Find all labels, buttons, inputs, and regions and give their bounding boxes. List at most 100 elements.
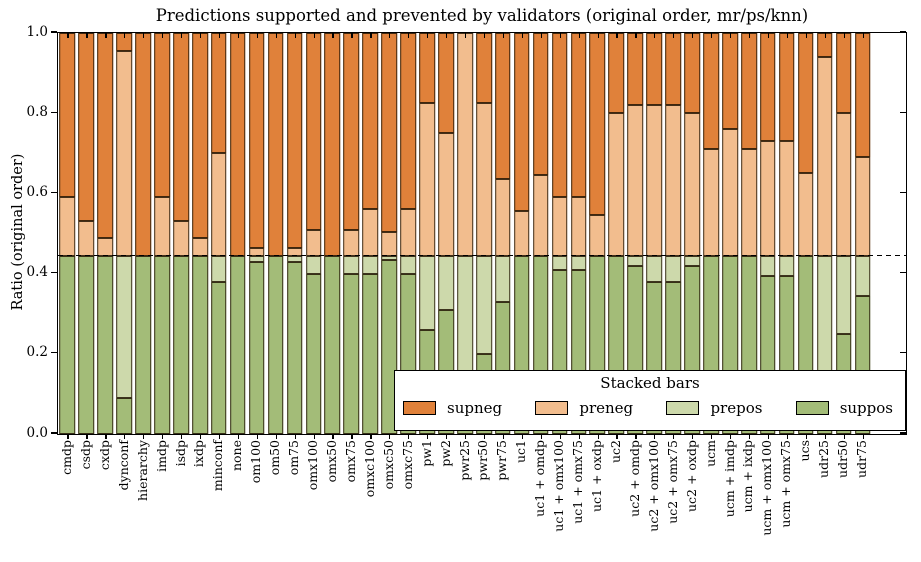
segment-preneg-ucm xyxy=(703,149,719,256)
bar-slot-dynconf xyxy=(115,33,134,434)
x-tick-bottom xyxy=(502,434,505,439)
x-tick-top xyxy=(692,33,694,38)
x-tick-bottom xyxy=(181,434,183,439)
x-tick-label-omx75: omx75 xyxy=(342,440,358,483)
dashed-baseline xyxy=(58,254,906,257)
x-tick-bottom xyxy=(824,434,826,439)
stacked-bar-ixdp xyxy=(192,33,208,434)
x-tick-top xyxy=(597,33,599,38)
legend-entry-suppos: suppos xyxy=(795,399,893,417)
x-tick-top xyxy=(237,33,240,38)
y-tick-right xyxy=(899,31,906,33)
x-tick-label-ucm + omx100: ucm + omx100 xyxy=(759,440,775,536)
segment-preneg-udr25 xyxy=(816,57,833,256)
segment-supneg-uc1 + omdp xyxy=(532,33,549,176)
x-tick-label-uc2 + omdp: uc2 + omdp xyxy=(626,440,642,517)
segment-preneg-dynconf xyxy=(116,51,133,256)
legend-swatch-supneg xyxy=(403,401,436,415)
x-tick-top xyxy=(313,33,315,38)
segment-supneg-dynconf xyxy=(116,33,133,52)
x-tick-top xyxy=(370,33,372,38)
x-tick-label-cxdp: cxdp xyxy=(96,440,112,471)
segment-supneg-omxc75 xyxy=(400,33,416,210)
x-tick-top xyxy=(540,33,542,38)
stacked-bar-omx50 xyxy=(324,33,341,434)
x-tick-bottom xyxy=(578,434,580,439)
x-tick-bottom xyxy=(559,434,561,439)
x-tick-bottom xyxy=(370,434,372,439)
segment-preneg-omx100 xyxy=(305,229,322,256)
x-tick-bottom xyxy=(67,434,69,439)
x-tick-top xyxy=(559,33,561,38)
segment-prepos-om75 xyxy=(286,255,303,262)
segment-preneg-pwr75 xyxy=(495,179,511,256)
stacked-bar-isdp xyxy=(173,33,189,434)
segment-supneg-omx75 xyxy=(343,33,360,230)
segment-prepos-dynconf xyxy=(116,255,133,398)
x-tick-bottom xyxy=(843,434,845,439)
x-tick-top xyxy=(862,33,864,38)
y-tick-right xyxy=(899,272,906,274)
segment-suppos-omx50 xyxy=(324,255,341,434)
segment-preneg-uc2 + oxdp xyxy=(684,113,700,256)
segment-supneg-omxc100 xyxy=(362,33,379,210)
x-tick-label-uc2 + oxdp: uc2 + oxdp xyxy=(683,440,699,513)
stacked-bar-hierarchy xyxy=(135,33,151,434)
bar-slot-imdp xyxy=(153,33,172,434)
segment-preneg-pw1 xyxy=(419,103,435,256)
segment-prepos-uc2 + omx75 xyxy=(665,255,682,282)
stacked-bar-pwr75 xyxy=(495,33,511,434)
segment-supneg-csdp xyxy=(78,33,95,222)
x-tick-label-csdp: csdp xyxy=(77,440,93,470)
x-tick-bottom xyxy=(143,434,145,439)
stacked-bar-omx100 xyxy=(305,33,322,434)
y-tick-label-0.4: 0.4 xyxy=(26,264,48,281)
y-tick-left xyxy=(51,191,57,193)
x-tick-bottom xyxy=(162,434,164,439)
segment-prepos-uc1 + omx100 xyxy=(551,255,568,270)
bar-slot-none xyxy=(228,33,247,434)
segment-supneg-om75 xyxy=(286,33,303,248)
x-tick-bottom xyxy=(105,434,107,439)
segment-preneg-omxc75 xyxy=(400,209,416,256)
x-tick-bottom xyxy=(465,434,467,439)
segment-prepos-udr50 xyxy=(835,255,852,334)
x-tick-bottom xyxy=(748,434,751,439)
segment-preneg-csdp xyxy=(78,221,95,256)
x-tick-top xyxy=(521,33,523,38)
x-tick-bottom xyxy=(730,434,732,439)
x-tick-bottom xyxy=(427,434,429,439)
x-tick-label-ucs: ucs xyxy=(797,440,813,462)
segment-preneg-omxc100 xyxy=(362,209,379,256)
bar-slot-csdp xyxy=(77,33,96,434)
segment-supneg-cmdp xyxy=(59,33,76,198)
x-tick-bottom xyxy=(540,434,542,439)
x-tick-top xyxy=(351,33,353,38)
x-tick-top xyxy=(748,33,751,38)
x-tick-label-uc2 + omx100: uc2 + omx100 xyxy=(645,440,661,532)
segment-supneg-uc2 xyxy=(608,33,625,114)
segment-supneg-ixdp xyxy=(192,33,208,238)
legend-label-prepos: prepos xyxy=(710,399,763,417)
x-tick-label-om100: om100 xyxy=(248,440,264,484)
segment-supneg-om50 xyxy=(267,33,284,256)
segment-suppos-dynconf xyxy=(116,397,133,434)
stacked-bar-pw2 xyxy=(438,33,454,434)
plot-area xyxy=(57,32,907,439)
x-tick-label-omxc100: omxc100 xyxy=(361,440,377,498)
segment-preneg-imdp xyxy=(154,197,170,256)
segment-preneg-omxc50 xyxy=(381,231,398,256)
y-axis-label: Ratio (original order) xyxy=(10,153,26,311)
x-tick-bottom xyxy=(294,434,296,439)
segment-suppos-cmdp xyxy=(59,255,76,434)
bar-slot-omxc100 xyxy=(361,33,380,434)
segment-supneg-omx50 xyxy=(324,33,341,256)
x-tick-bottom xyxy=(654,434,656,439)
x-tick-label-ucm + ixdp: ucm + ixdp xyxy=(740,440,756,513)
x-tick-label-pw2: pw2 xyxy=(437,440,453,467)
segment-suppos-ixdp xyxy=(192,255,208,434)
x-tick-label-udr75: udr75 xyxy=(854,440,870,478)
stacked-bar-udr75 xyxy=(854,33,871,434)
x-tick-top xyxy=(181,33,183,38)
segment-supneg-ucm + omx100 xyxy=(760,33,776,142)
